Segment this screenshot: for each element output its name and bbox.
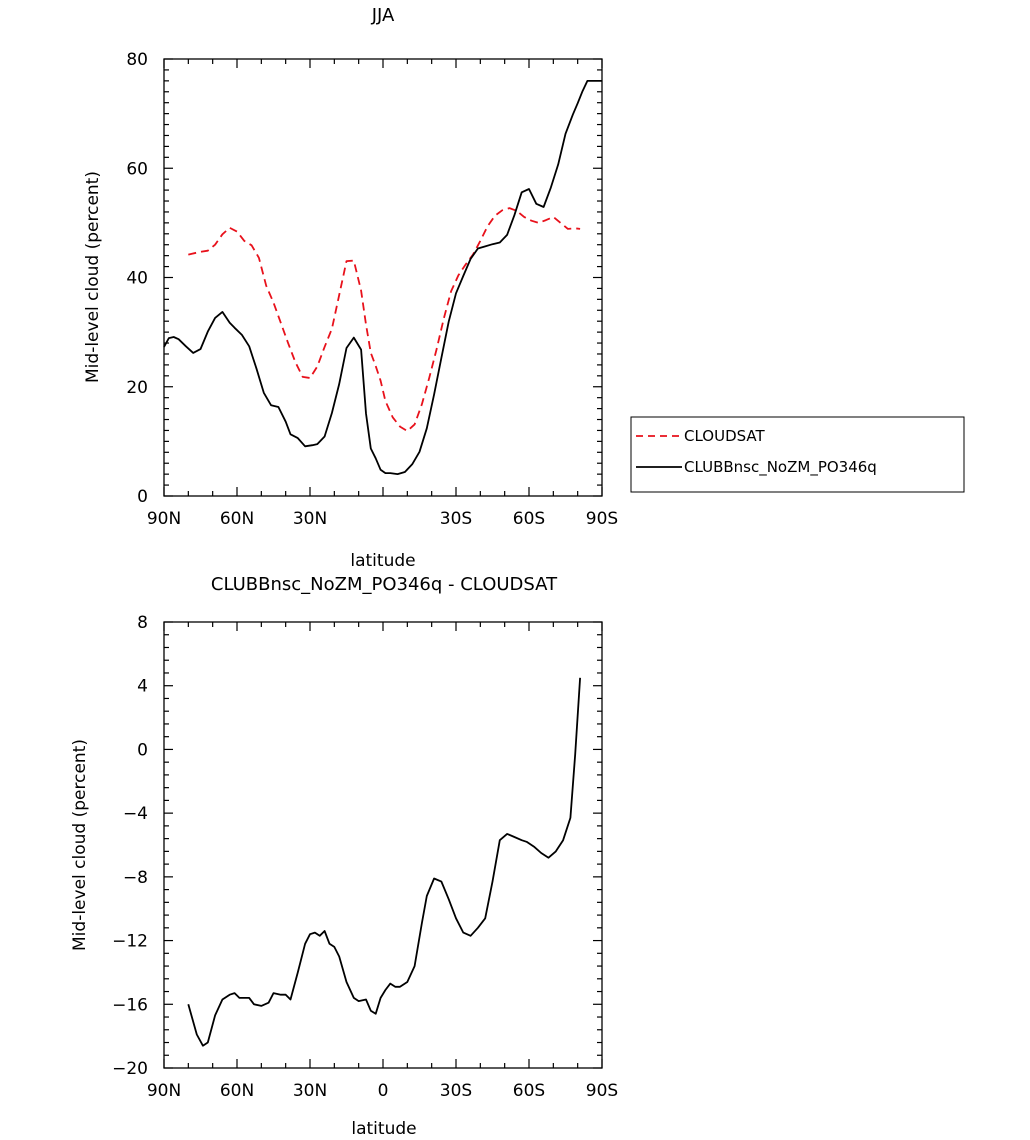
top-panel: JJA 90N 60N 30N 30S 60S 90S 0 20 40 60 80 latitude… [83,5,965,571]
bottom-y-tick-label: −4 [123,804,148,824]
legend: CLOUDSAT CLUBBnsc_NoZM_PO346q [630,416,965,493]
top-x-tick-label: 90S [586,509,618,529]
bottom-x-tick-label: 60S [513,1081,545,1101]
bottom-series-line-difference [187,677,581,1047]
bottom-y-tick-label: −8 [123,868,148,888]
top-y-tick-label: 0 [137,487,148,507]
bottom-x-axis-label: latitude [351,1119,416,1139]
bottom-x-tick-label: 90S [586,1081,618,1101]
bottom-y-tick-label: 4 [137,677,148,697]
top-x-tick-label: 60S [513,509,545,529]
bottom-y-tick-label: −12 [112,932,148,952]
legend-box [630,416,965,493]
top-y-tick-label: 20 [126,378,148,398]
top-y-tick-label: 80 [126,50,148,70]
bottom-y-axis-label: Mid-level cloud (percent) [70,739,90,951]
top-series-line-cloudsat [188,207,581,432]
top-series-layer [163,80,602,475]
top-x-tick-label: 30S [440,509,472,529]
legend-label-clubb: CLUBBnsc_NoZM_PO346q [684,458,877,477]
bottom-y-tick-label: 8 [137,613,148,633]
top-x-tick-label: 90N [147,509,181,529]
top-x-tick-label: 30N [293,509,327,529]
bottom-plot-frame [163,621,603,1069]
bottom-x-tick-label: 60N [220,1081,254,1101]
top-tick-labels: 90N 60N 30N 30S 60S 90S 0 20 40 60 80 [126,50,618,529]
bottom-x-tick-label: 30N [293,1081,327,1101]
bottom-x-tick-label: 0 [378,1081,389,1101]
bottom-tick-labels: 90N 60N 30N 0 30S 60S 90S −20 −16 −12 −8 −4 0 4 8 [112,613,618,1101]
top-y-tick-label: 60 [126,159,148,179]
bottom-y-tick-label: −20 [112,1059,148,1079]
bottom-y-tick-label: −16 [112,995,148,1015]
bottom-panel: CLUBBnsc_NoZM_PO346q - CLOUDSAT 90N 60N 30… [70,574,618,1139]
legend-label-cloudsat: CLOUDSAT [684,427,766,445]
top-y-tick-label: 40 [126,269,148,289]
bottom-axis-ticks [163,621,603,1069]
top-series-line-clubbnsc-nozm-po346q [163,80,602,475]
bottom-series-layer [187,677,581,1047]
top-axis-ticks [163,58,603,497]
top-chart-title: JJA [371,5,395,26]
top-y-axis-label: Mid-level cloud (percent) [83,171,103,383]
top-x-axis-label: latitude [350,551,415,571]
bottom-x-tick-label: 30S [440,1081,472,1101]
bottom-chart-title: CLUBBnsc_NoZM_PO346q - CLOUDSAT [211,574,558,595]
top-plot-frame [163,58,603,497]
bottom-x-tick-label: 90N [147,1081,181,1101]
bottom-y-tick-label: 0 [137,740,148,760]
top-x-tick-label: 60N [220,509,254,529]
